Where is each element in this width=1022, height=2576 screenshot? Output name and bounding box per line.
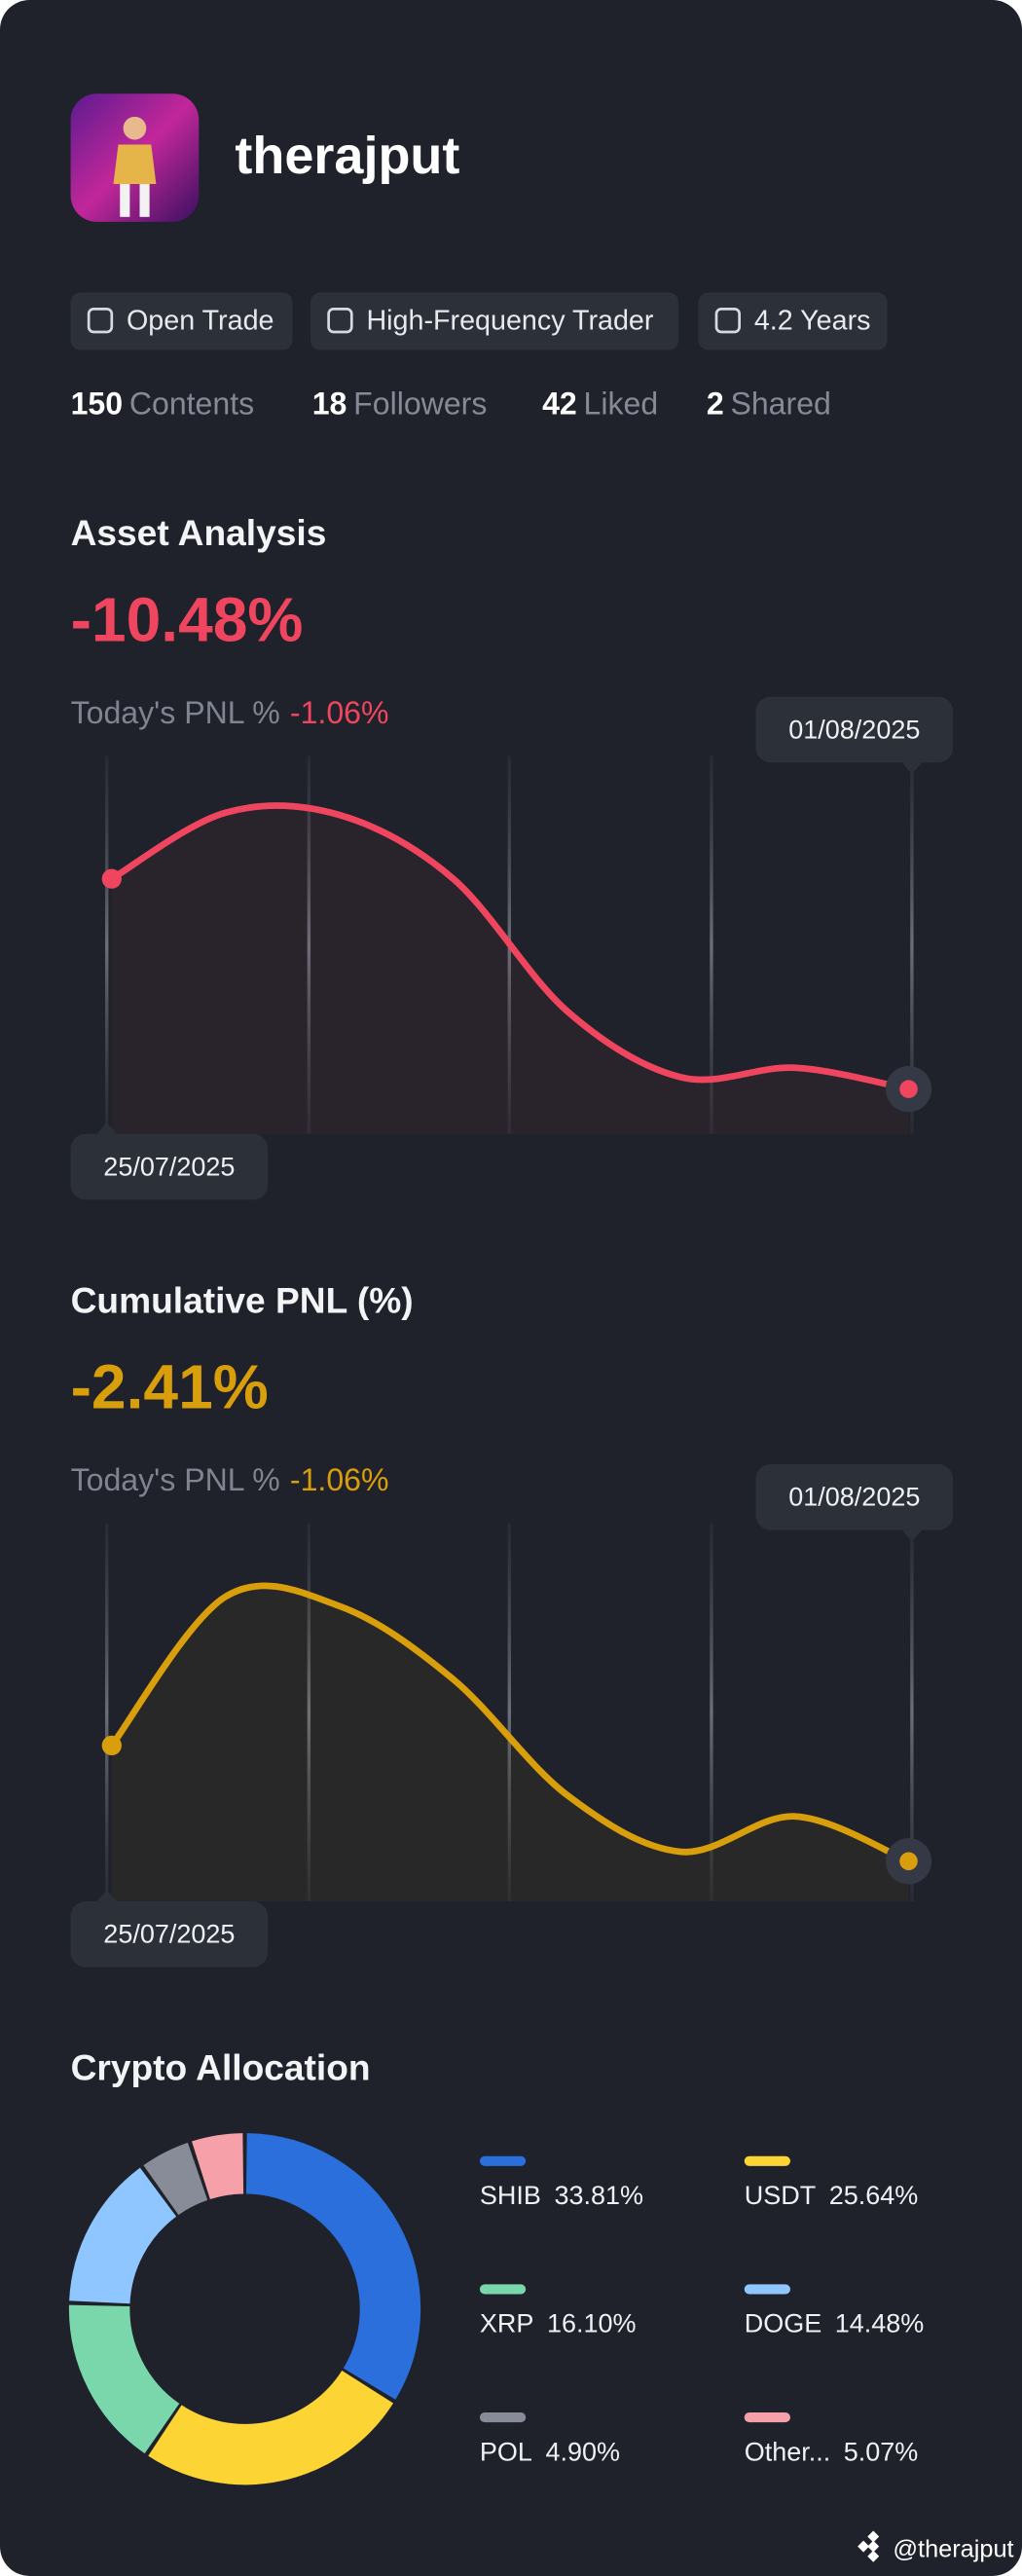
legend-name: SHIB (480, 2181, 541, 2210)
end-point (899, 1852, 918, 1871)
footer-handle: @therajput (893, 2536, 1013, 2563)
tooltip-date: 01/08/2025 (788, 1483, 920, 1512)
vertical-divider (910, 755, 914, 1134)
line-series (108, 802, 912, 1093)
donut-segment (245, 2133, 421, 2400)
today-pnl-label: Today's PNL % (71, 1462, 280, 1497)
today-pnl-label: Today's PNL % (71, 695, 280, 730)
tag-chip (310, 292, 679, 350)
tag-label: High-Frequency Trader (366, 305, 653, 336)
headline-value: -10.48% (71, 584, 304, 654)
tooltip-pointer (96, 1890, 117, 1902)
legend-swatch (744, 2284, 790, 2295)
vertical-divider (105, 755, 109, 1134)
tag-label: Open Trade (127, 305, 274, 336)
tag-chip (698, 292, 888, 350)
legend-swatch (479, 2412, 527, 2423)
legend-swatch (744, 2155, 790, 2166)
legend-swatch (479, 2155, 527, 2166)
legend-value: 25.64% (829, 2181, 919, 2210)
legend-value: 33.81% (554, 2181, 643, 2210)
vertical-divider (307, 1523, 311, 1902)
vertical-divider (105, 1523, 109, 1902)
stat-count: 2 (707, 386, 724, 421)
headline-value: -2.41% (71, 1352, 269, 1422)
stat-label: Followers (353, 386, 487, 421)
tag-icon (87, 308, 114, 334)
tag-label: 4.2 Years (754, 305, 871, 336)
stat-count: 150 (71, 386, 124, 421)
stat-label: Contents (129, 386, 254, 421)
tooltip-date: 01/08/2025 (788, 715, 920, 744)
legend-name: XRP (480, 2309, 534, 2338)
tag-icon (714, 308, 741, 334)
section-title: Cumulative PNL (%) (71, 1279, 414, 1320)
tooltip-pointer (901, 762, 923, 775)
start-point (101, 1735, 122, 1756)
date-tooltip (755, 1464, 954, 1530)
tooltip-date: 25/07/2025 (103, 1920, 235, 1949)
vertical-divider (307, 755, 311, 1134)
today-pnl-value: -1.06% (290, 1462, 389, 1497)
line-series (108, 1582, 912, 1865)
line-area (111, 805, 909, 1134)
tag-chip (70, 292, 293, 350)
vertical-divider (710, 1523, 713, 1902)
today-pnl-value: -1.06% (290, 695, 389, 730)
line-area (111, 1585, 909, 1902)
vertical-divider (710, 755, 713, 1134)
stat-label: Shared (730, 386, 830, 421)
legend-name: DOGE (745, 2309, 822, 2338)
tag-icon (327, 308, 353, 334)
tooltip-date: 25/07/2025 (103, 1152, 235, 1181)
donut-segment (148, 2370, 394, 2485)
legend-name: USDT (745, 2181, 817, 2210)
section-title: Asset Analysis (71, 512, 327, 553)
vertical-divider (507, 1523, 511, 1902)
date-tooltip (70, 1133, 269, 1200)
start-point (101, 868, 122, 889)
legend-value: 5.07% (844, 2437, 919, 2466)
tooltip-pointer (901, 1529, 923, 1542)
tooltip-pointer (96, 1122, 117, 1134)
date-tooltip (755, 696, 954, 763)
legend-name: POL (480, 2437, 532, 2466)
avatar (70, 93, 200, 222)
vertical-divider (910, 1523, 914, 1902)
legend-swatch (744, 2412, 790, 2423)
donut-segment (192, 2133, 244, 2200)
section-title: Crypto Allocation (71, 2047, 371, 2088)
legend-value: 14.48% (835, 2309, 925, 2338)
legend-swatch (479, 2284, 527, 2295)
stat-count: 18 (312, 386, 347, 421)
legend-value: 16.10% (547, 2309, 637, 2338)
donut-segment (143, 2142, 208, 2216)
donut-segment (68, 2304, 180, 2454)
stat-count: 42 (542, 386, 577, 421)
legend-name: Other... (745, 2437, 831, 2466)
stat-label: Liked (583, 386, 658, 421)
date-tooltip (70, 1901, 269, 1968)
username: therajput (235, 127, 459, 185)
donut-segment (69, 2167, 177, 2305)
end-point (899, 1080, 918, 1098)
legend-value: 4.90% (545, 2437, 620, 2466)
